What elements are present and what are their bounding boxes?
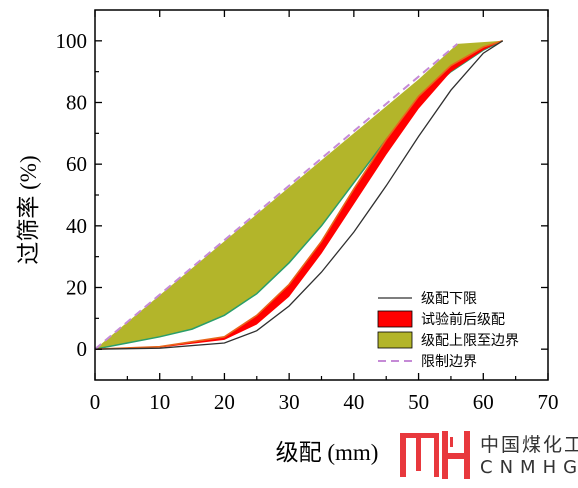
- x-tick-label: 10: [149, 390, 170, 414]
- y-axis-title: 过筛率 (%): [16, 155, 41, 264]
- legend-label: 级配下限: [421, 291, 477, 307]
- cnmhg-logo: 中国煤化工 CNMHG: [398, 427, 578, 483]
- y-tick-label: 40: [66, 214, 87, 238]
- x-tick-label: 0: [90, 390, 101, 414]
- logo-chinese-text: 中国煤化工: [480, 434, 578, 456]
- series-test-band-edge: [94, 40, 503, 350]
- legend-swatch: [377, 331, 413, 349]
- axes: 0 10 20 30 40 50 60 70 0 20 40 60 80 100: [56, 9, 559, 414]
- x-tick-label: 40: [343, 390, 364, 414]
- plot-area: [94, 40, 504, 350]
- y-tick-label: 60: [66, 152, 87, 176]
- x-tick-label: 20: [214, 390, 235, 414]
- x-tick-label: 70: [538, 390, 559, 414]
- legend-label: 限制边界: [421, 354, 477, 370]
- x-tick-label: 50: [408, 390, 429, 414]
- x-tick-label: 30: [279, 390, 300, 414]
- legend-label: 试验前后级配: [421, 311, 505, 328]
- logo-english-text: CNMHG: [480, 457, 578, 478]
- y-tick-label: 100: [56, 29, 88, 53]
- y-tick-label: 20: [66, 276, 87, 300]
- y-tick-label: 80: [66, 91, 87, 115]
- series-upper-band: [95, 40, 503, 350]
- y-tick-label: 0: [77, 337, 88, 361]
- x-axis-title: 级配 (mm): [276, 440, 379, 465]
- x-tick-label: 60: [473, 390, 494, 414]
- series-limit-boundary: [94, 43, 459, 350]
- mh-logo-icon: [400, 431, 470, 479]
- legend-swatch: [377, 310, 413, 328]
- series-lower-limit: [94, 40, 504, 350]
- legend-label: 级配上限至边界: [421, 333, 519, 349]
